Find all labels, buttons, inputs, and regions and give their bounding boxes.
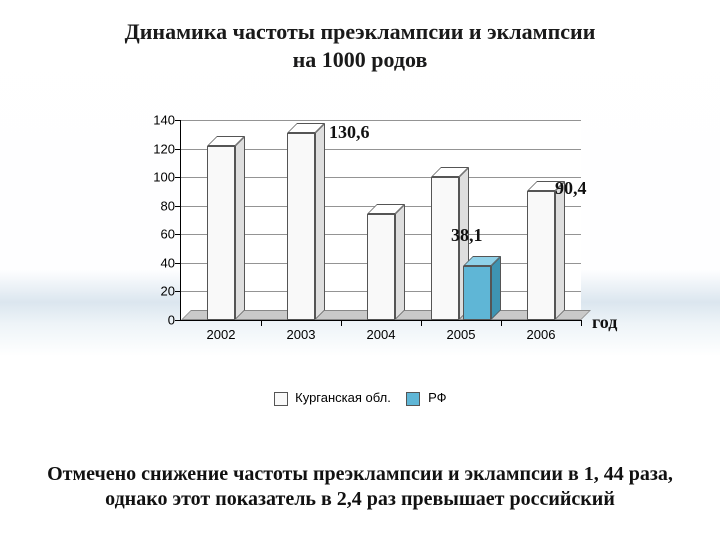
y-tick: [175, 291, 181, 292]
x-tick-label: 2003: [287, 327, 316, 342]
y-tick: [175, 206, 181, 207]
y-tick: [175, 120, 181, 121]
legend-item-kurgan: Курганская обл.: [274, 390, 391, 406]
bar-front: [431, 177, 459, 320]
y-tick: [175, 177, 181, 178]
bar-front: [367, 214, 395, 320]
data-label: 130,6: [329, 122, 370, 143]
bar: [431, 177, 459, 320]
x-tick-label: 2006: [527, 327, 556, 342]
legend-label-rf: РФ: [428, 390, 446, 405]
bar-side: [491, 256, 501, 320]
bar-side: [235, 136, 245, 320]
x-tick-label: 2002: [207, 327, 236, 342]
y-tick-label: 20: [141, 284, 175, 299]
x-tick-label: 2004: [367, 327, 396, 342]
x-tick: [341, 320, 342, 326]
chart-legend: Курганская обл. РФ: [140, 390, 580, 406]
bar-side: [315, 123, 325, 320]
title-line-2: на 1000 родов: [293, 47, 428, 72]
y-tick: [175, 320, 181, 321]
legend-swatch-rf: [406, 392, 420, 406]
y-tick: [175, 234, 181, 235]
bar-front: [207, 146, 235, 320]
x-axis-label: год: [592, 312, 617, 333]
y-tick-label: 120: [141, 141, 175, 156]
bar: [287, 133, 315, 320]
bar-side: [395, 204, 405, 320]
y-tick-label: 0: [141, 313, 175, 328]
data-label: 90,4: [555, 178, 587, 199]
y-tick-label: 140: [141, 113, 175, 128]
slide-title: Динамика частоты преэклампсии и эклампси…: [0, 18, 720, 73]
y-tick-label: 40: [141, 255, 175, 270]
y-tick: [175, 263, 181, 264]
legend-label-kurgan: Курганская обл.: [295, 390, 391, 405]
bar: [527, 191, 555, 320]
x-tick: [581, 320, 582, 326]
grid-line: [181, 120, 581, 121]
x-tick: [421, 320, 422, 326]
legend-swatch-kurgan: [274, 392, 288, 406]
y-tick-label: 100: [141, 170, 175, 185]
data-label: 38,1: [451, 225, 483, 246]
x-tick: [261, 320, 262, 326]
bar-front: [463, 266, 491, 320]
bar: [463, 266, 491, 320]
bar-chart: 0204060801001201402002200320042005200613…: [140, 120, 580, 350]
bar: [367, 214, 395, 320]
bar-front: [287, 133, 315, 320]
plot-area: 0204060801001201402002200320042005200613…: [180, 120, 581, 321]
title-line-1: Динамика частоты преэклампсии и эклампси…: [125, 19, 596, 44]
y-tick-label: 60: [141, 227, 175, 242]
y-tick: [175, 149, 181, 150]
bar-side: [555, 181, 565, 320]
y-tick-label: 80: [141, 198, 175, 213]
legend-item-rf: РФ: [406, 390, 446, 406]
bar-front: [527, 191, 555, 320]
bar: [207, 146, 235, 320]
slide-caption: Отмечено снижение частоты преэклампсии и…: [40, 462, 680, 512]
slide: Динамика частоты преэклампсии и эклампси…: [0, 0, 720, 540]
x-tick-label: 2005: [447, 327, 476, 342]
x-tick: [501, 320, 502, 326]
